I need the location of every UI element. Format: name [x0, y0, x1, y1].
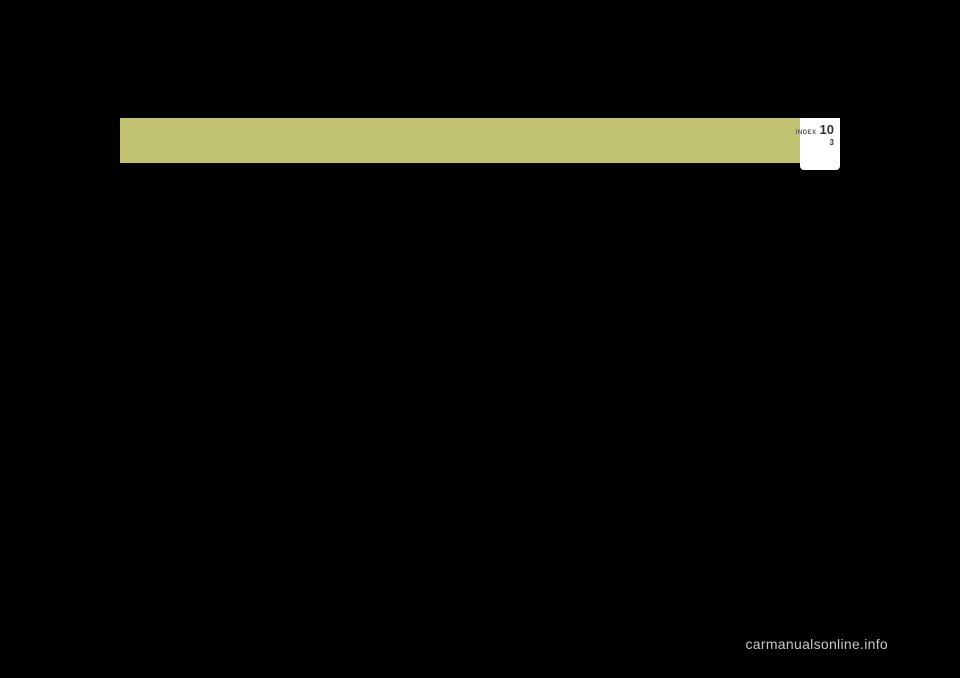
watermark-text: carmanualsonline.info	[746, 636, 889, 652]
section-header-bar	[120, 118, 800, 163]
chapter-tab: INDEX 10 3	[800, 118, 840, 170]
index-label: INDEX	[796, 130, 817, 136]
chapter-tab-top-row: INDEX 10	[796, 122, 834, 137]
page-number: 3	[830, 138, 834, 147]
chapter-number: 10	[820, 122, 834, 137]
